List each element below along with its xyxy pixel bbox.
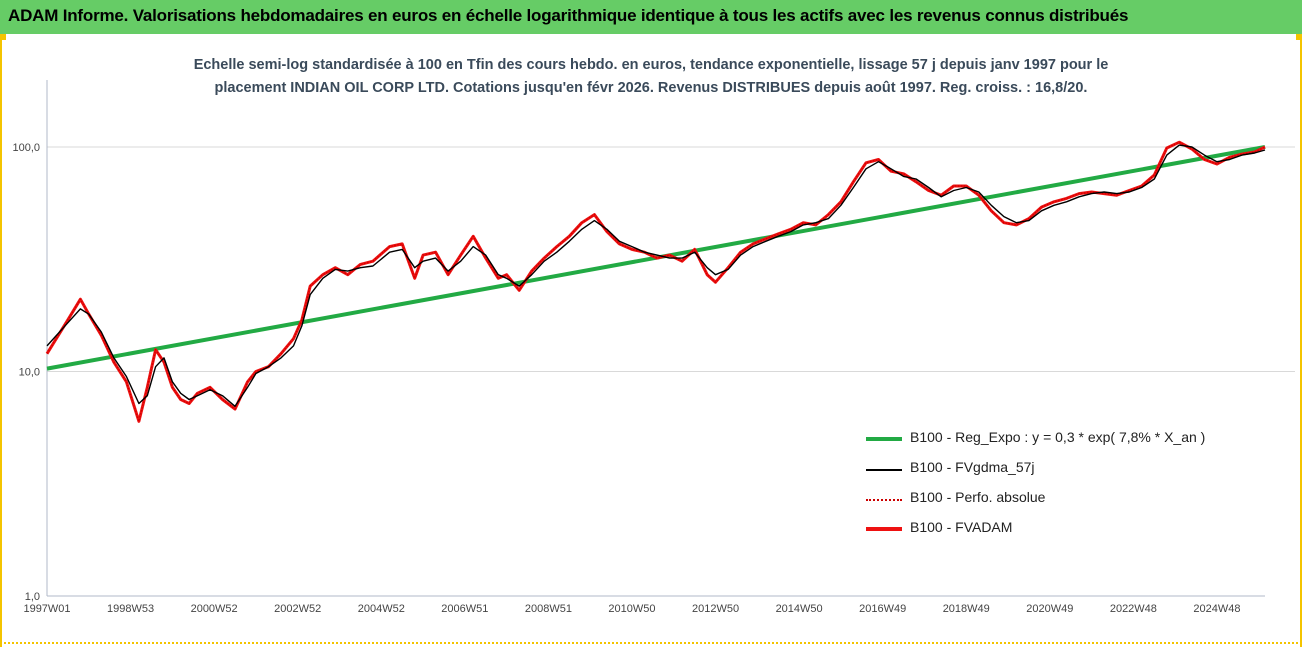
page-title: ADAM Informe. Valorisations hebdomadaire… — [8, 6, 1129, 25]
grid-lines — [47, 146, 1295, 372]
legend-item-fvadam: B100 - FVADAM — [866, 516, 1226, 546]
chart-frame — [0, 34, 1302, 647]
legend-label-regression: B100 - Reg_Expo : y = 0,3 * exp( 7,8% * … — [910, 429, 1206, 445]
x-tick-label: 2004W52 — [358, 603, 405, 615]
legend-item-fvgdma: B100 - FVgdma_57j — [866, 456, 1226, 486]
x-tick-label: 2016W49 — [859, 603, 906, 615]
legend-item-perfo: B100 - Perfo. absolue — [866, 486, 1226, 516]
x-tick-label: 2014W50 — [776, 603, 823, 615]
x-tick-label: 2024W48 — [1193, 603, 1240, 615]
chart-subtitle-line-2: placement INDIAN OIL CORP LTD. Cotations… — [214, 80, 1088, 96]
y-tick-labels: 100,0 10,0 1,0 — [12, 142, 40, 603]
x-tick-label: 2022W48 — [1110, 603, 1157, 615]
x-tick-label: 1997W01 — [23, 603, 70, 615]
x-tick-label: 2006W51 — [441, 603, 488, 615]
y-tick-label: 100,0 — [12, 142, 40, 154]
legend-swatch-fvadam — [866, 527, 902, 531]
chart-subtitle: Echelle semi-log standardisée à 100 en T… — [0, 54, 1302, 100]
x-tick-label: 2012W50 — [692, 603, 739, 615]
legend-label-perfo: B100 - Perfo. absolue — [910, 489, 1046, 505]
legend-item-regression: B100 - Reg_Expo : y = 0,3 * exp( 7,8% * … — [866, 426, 1226, 456]
chart-legend: B100 - Reg_Expo : y = 0,3 * exp( 7,8% * … — [866, 426, 1226, 546]
x-tick-label: 2000W52 — [191, 603, 238, 615]
x-tick-label: 2008W51 — [525, 603, 572, 615]
x-tick-labels: 1997W01 1998W53 2000W52 2002W52 2004W52 2006W… — [23, 603, 1240, 615]
chart-subtitle-line-1: Echelle semi-log standardisée à 100 en T… — [193, 57, 1109, 73]
legend-label-fvadam: B100 - FVADAM — [910, 519, 1013, 535]
series-lines — [45, 140, 1266, 423]
x-tick-label: 2020W49 — [1026, 603, 1073, 615]
x-tick-label: 2002W52 — [274, 603, 321, 615]
header-banner: ADAM Informe. Valorisations hebdomadaire… — [0, 0, 1302, 34]
y-tick-label: 10,0 — [19, 367, 40, 379]
x-tick-label: 2018W49 — [943, 603, 990, 615]
series-fvgdma-line — [46, 144, 1266, 407]
series-perfo-line — [46, 141, 1266, 422]
legend-swatch-perfo — [866, 499, 902, 501]
legend-swatch-regression — [866, 437, 902, 441]
legend-label-fvgdma: B100 - FVgdma_57j — [910, 459, 1035, 475]
series-fvadam-line — [45, 140, 1266, 423]
legend-swatch-fvgdma — [866, 469, 902, 471]
corner-marker — [1296, 34, 1302, 40]
bottom-border — [0, 642, 1302, 644]
x-tick-label: 1998W53 — [107, 603, 154, 615]
x-tick-label: 2010W50 — [608, 603, 655, 615]
corner-marker — [0, 34, 6, 40]
y-tick-label: 1,0 — [25, 591, 40, 603]
